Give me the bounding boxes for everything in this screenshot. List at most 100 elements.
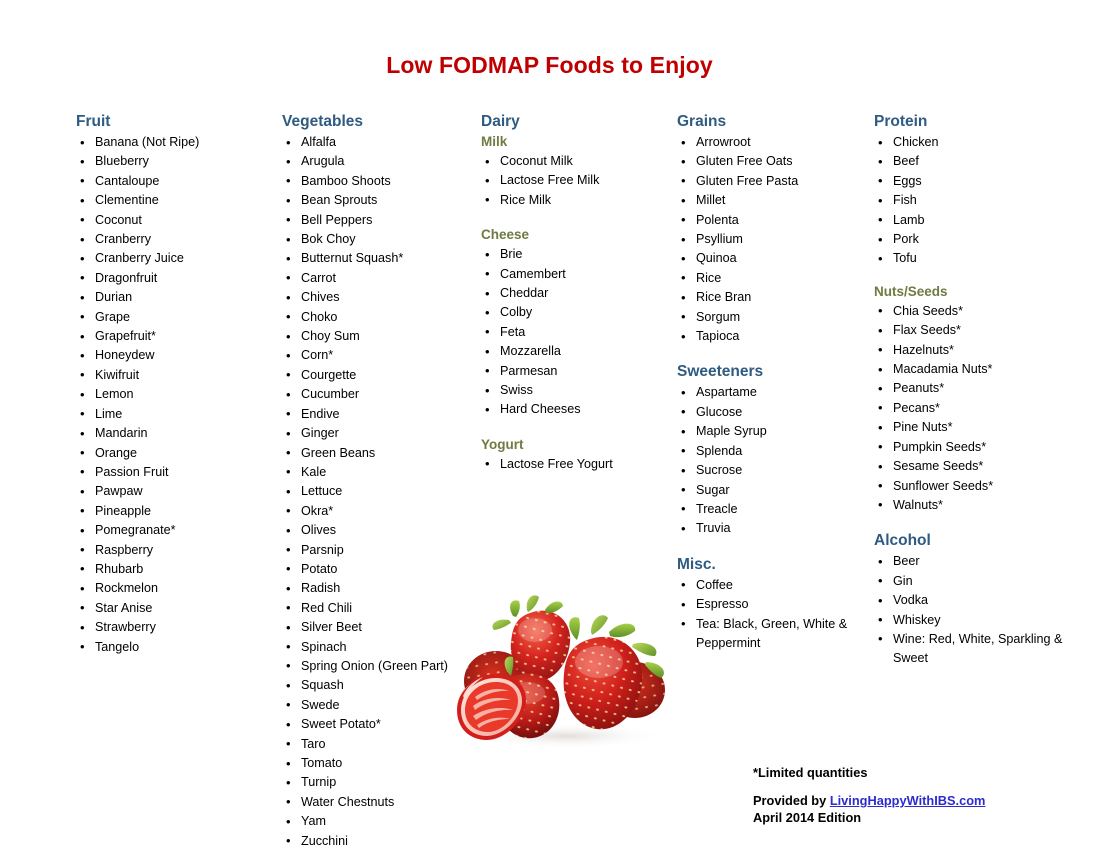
list-item: Coconut — [76, 210, 276, 230]
list-item: Beef — [874, 152, 1074, 172]
list-cheese: Brie Camembert Cheddar Colby Feta Mozzar… — [481, 245, 671, 420]
list-item: Wine: Red, White, Sparkling & Sweet — [874, 629, 1074, 669]
list-item: Silver Beet — [282, 618, 477, 638]
food-columns: Fruit Banana (Not Ripe) Blueberry Cantal… — [0, 112, 1099, 851]
list-item: Mozzarella — [481, 342, 671, 362]
section-heading-protein: Protein — [874, 113, 928, 130]
list-item: Pine Nuts* — [874, 418, 1074, 438]
list-item: Walnuts* — [874, 495, 1074, 515]
list-item: Lamb — [874, 210, 1074, 230]
section-heading-grains: Grains — [677, 113, 727, 130]
list-item: Whiskey — [874, 610, 1074, 630]
list-item: Lime — [76, 404, 276, 424]
list-item: Espresso — [677, 595, 867, 615]
list-yogurt: Lactose Free Yogurt — [481, 454, 671, 474]
list-item: Pineapple — [76, 501, 276, 521]
list-item: Psyllium — [677, 230, 867, 250]
list-item: Glucose — [677, 402, 867, 422]
edition-line: April 2014 Edition — [753, 810, 862, 825]
list-item: Lettuce — [282, 482, 477, 502]
list-item: Rhubarb — [76, 559, 276, 579]
list-item: Pawpaw — [76, 482, 276, 502]
list-item: Grape — [76, 307, 276, 327]
list-item: Tangelo — [76, 637, 276, 657]
list-item: Zucchini — [282, 831, 477, 851]
list-item: Courgette — [282, 365, 477, 385]
list-item: Tofu — [874, 249, 1074, 269]
list-item: Camembert — [481, 264, 671, 284]
list-item: Swiss — [481, 381, 671, 401]
list-item: Chicken — [874, 132, 1074, 152]
list-protein: Chicken Beef Eggs Fish Lamb Pork Tofu — [874, 132, 1074, 269]
list-item: Sucrose — [677, 461, 867, 481]
list-item: Kale — [282, 462, 477, 482]
list-item: Rice Bran — [677, 288, 867, 308]
list-item: Lactose Free Milk — [481, 171, 671, 191]
list-item: Brie — [481, 245, 671, 265]
list-vegetables: Alfalfa Arugula Bamboo Shoots Bean Sprou… — [282, 132, 477, 851]
list-item: Aspartame — [677, 383, 867, 403]
list-item: Blueberry — [76, 152, 276, 172]
list-item: Tomato — [282, 753, 477, 773]
list-item: Cheddar — [481, 284, 671, 304]
list-item: Cucumber — [282, 385, 477, 405]
list-item: Coconut Milk — [481, 151, 671, 171]
section-heading-alcohol: Alcohol — [874, 532, 931, 550]
list-item: Arrowroot — [677, 132, 867, 152]
list-item: Pumpkin Seeds* — [874, 437, 1074, 457]
list-item: Polenta — [677, 210, 867, 230]
list-item: Sweet Potato* — [282, 715, 477, 735]
list-item: Coffee — [677, 575, 867, 595]
list-item: Alfalfa — [282, 132, 477, 152]
spacer — [481, 420, 671, 436]
list-grains: Arrowroot Gluten Free Oats Gluten Free P… — [677, 132, 867, 346]
strawberries-photo — [449, 586, 677, 751]
list-item: Bamboo Shoots — [282, 171, 477, 191]
list-item: Colby — [481, 303, 671, 323]
list-item: Olives — [282, 521, 477, 541]
list-item: Grapefruit* — [76, 327, 276, 347]
column-dairy: Dairy Milk Coconut Milk Lactose Free Mil… — [481, 112, 671, 474]
list-item: Passion Fruit — [76, 462, 276, 482]
list-item: Raspberry — [76, 540, 276, 560]
subsection-heading-nuts-seeds: Nuts/Seeds — [874, 283, 948, 299]
provided-by-line: Provided by LivingHappyWithIBS.com — [753, 792, 1073, 809]
list-item: Choko — [282, 307, 477, 327]
list-item: Mandarin — [76, 424, 276, 444]
list-item: Honeydew — [76, 346, 276, 366]
list-item: Quinoa — [677, 249, 867, 269]
list-milk: Coconut Milk Lactose Free Milk Rice Milk — [481, 151, 671, 210]
list-item: Arugula — [282, 152, 477, 172]
list-item: Parmesan — [481, 361, 671, 381]
spacer — [677, 346, 867, 362]
list-item: Chives — [282, 288, 477, 308]
list-item: Sunflower Seeds* — [874, 476, 1074, 496]
spacer — [874, 515, 1074, 531]
list-item: Fish — [874, 191, 1074, 211]
list-item: Hazelnuts* — [874, 340, 1074, 360]
list-item: Splenda — [677, 441, 867, 461]
section-heading-vegetables: Vegetables — [282, 113, 363, 130]
list-item: Gin — [874, 571, 1074, 591]
list-item: Treacle — [677, 499, 867, 519]
list-item: Orange — [76, 443, 276, 463]
list-item: Yam — [282, 812, 477, 832]
list-item: Cranberry Juice — [76, 249, 276, 269]
list-item: Durian — [76, 288, 276, 308]
list-item: Rice Milk — [481, 190, 671, 210]
list-item: Kiwifruit — [76, 365, 276, 385]
list-fruit: Banana (Not Ripe) Blueberry Cantaloupe C… — [76, 132, 276, 657]
list-item: Macadamia Nuts* — [874, 360, 1074, 380]
list-item: Okra* — [282, 501, 477, 521]
subsection-heading-milk: Milk — [481, 134, 508, 149]
section-heading-sweeteners: Sweeteners — [677, 363, 764, 381]
list-item: Pecans* — [874, 398, 1074, 418]
footer: *Limited quantities Provided by LivingHa… — [753, 764, 1073, 826]
section-heading-fruit: Fruit — [76, 113, 111, 130]
list-item: Radish — [282, 579, 477, 599]
section-heading-misc: Misc. — [677, 555, 716, 573]
living-happy-with-ibs-link[interactable]: LivingHappyWithIBS.com — [829, 793, 986, 808]
list-item: Spring Onion (Green Part) — [282, 656, 477, 676]
list-item: Beer — [874, 552, 1074, 572]
